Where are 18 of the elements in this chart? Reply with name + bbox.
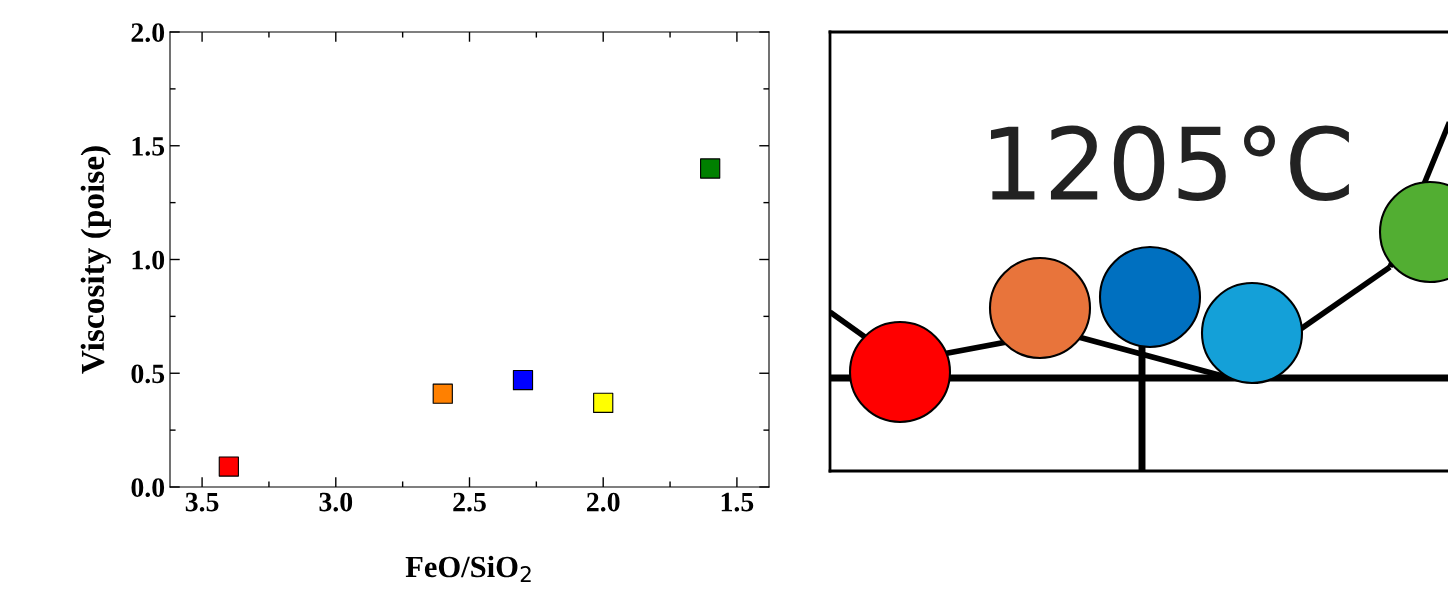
y-tick-label: 0.5	[131, 364, 165, 384]
point	[432, 383, 453, 404]
point	[593, 392, 614, 413]
x-tick-label: 2.0	[587, 492, 620, 512]
y-tick-label: 1.0	[132, 250, 165, 270]
x-tick-label: 1.5	[721, 492, 754, 512]
x-tick-label: 3.0	[319, 492, 353, 512]
point	[512, 369, 534, 391]
y-tick-label: 2.0	[131, 23, 165, 43]
y-tick-label: 1.5	[132, 137, 165, 156]
point	[218, 456, 239, 477]
point	[700, 158, 721, 179]
x-tick-label: 2.5	[453, 492, 486, 512]
x-axis-title: FeO/SiO$_{2}$	[405, 555, 531, 582]
y-axis-title: Viscosity (poise)	[80, 146, 111, 374]
x-tick-label: 3.5	[185, 492, 219, 512]
y-tick-label: 0.0	[131, 478, 165, 498]
text: 1205°C	[990, 125, 1349, 202]
